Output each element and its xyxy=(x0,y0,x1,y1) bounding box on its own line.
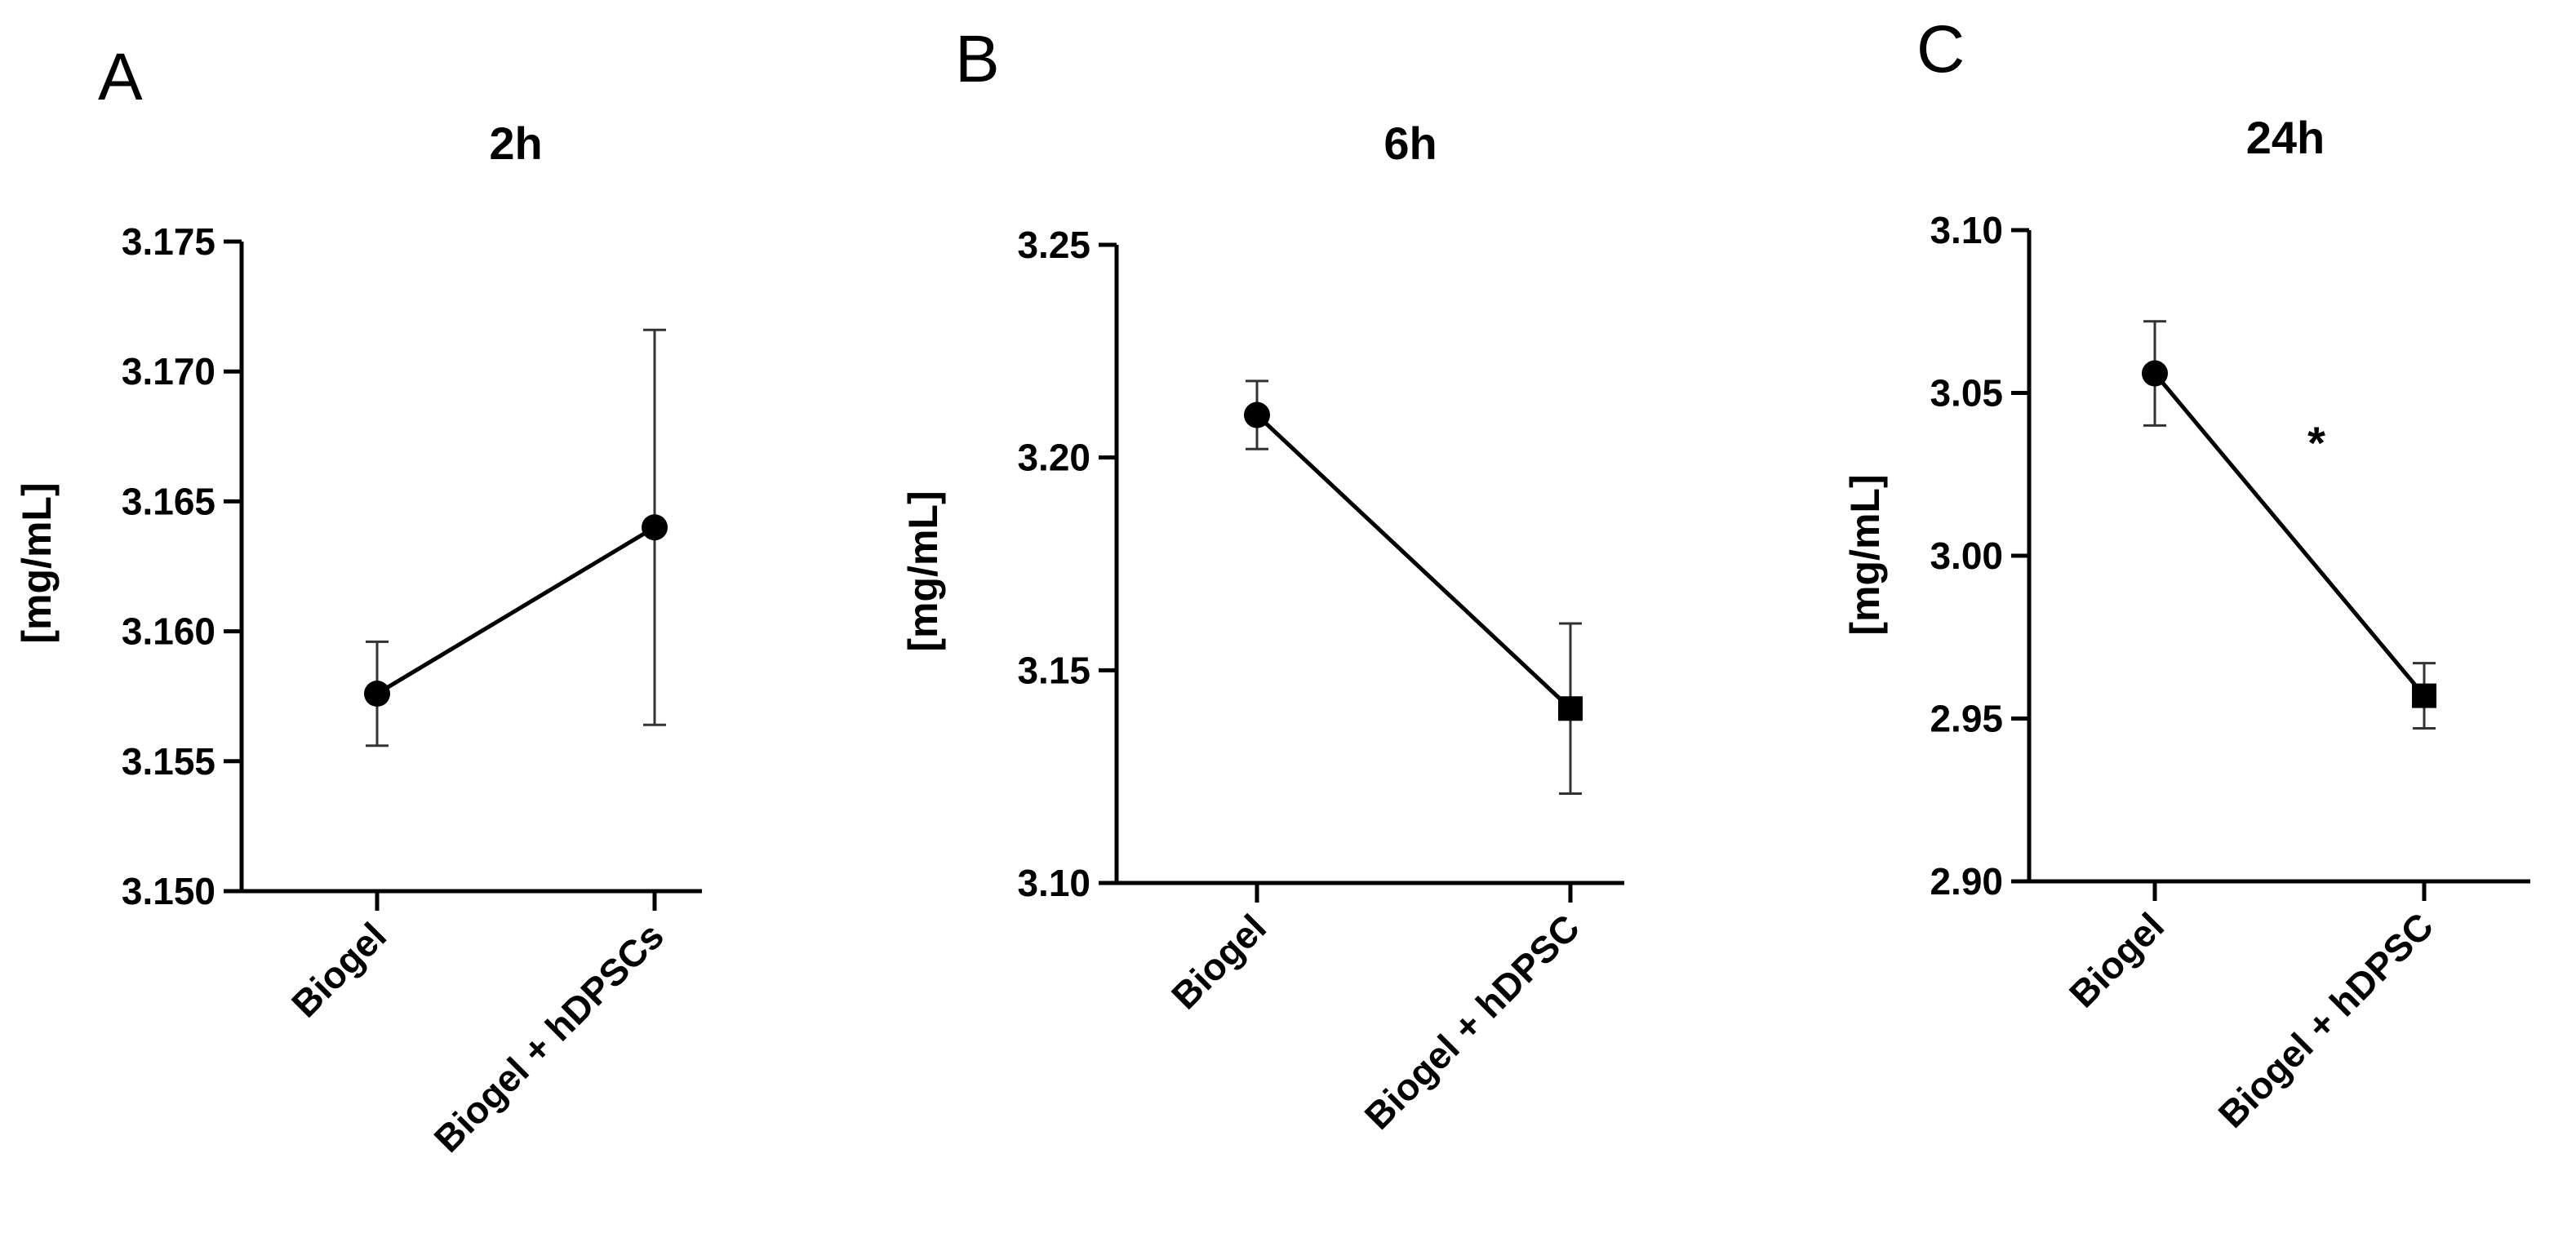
x-tick-label: Biogel + hDPSC xyxy=(1357,906,1588,1137)
plot-area: 3.150 3.155 3.160 3.165 3.170 3.175 Biogel Biog… xyxy=(122,220,702,1160)
data-point-square xyxy=(1558,696,1583,721)
plot-area: 3.10 3.15 3.20 3.25 Biogel Biogel + hDPSC xyxy=(1017,224,1624,1138)
panel-letter: A xyxy=(98,40,143,114)
data-point-square xyxy=(2412,683,2436,708)
significance-marker: * xyxy=(2307,417,2325,468)
data-point-circle xyxy=(2142,360,2168,387)
y-tick-label: 3.160 xyxy=(122,610,215,653)
y-tick-label: 3.175 xyxy=(122,220,215,263)
series-line xyxy=(1255,413,1572,711)
panel-letter: B xyxy=(955,22,1000,96)
y-tick-label: 3.155 xyxy=(122,740,215,783)
y-tick-label: 3.10 xyxy=(1930,209,2003,251)
y-tick-label: 3.25 xyxy=(1017,224,1090,266)
y-tick-label: 3.170 xyxy=(122,350,215,393)
panel-letter: C xyxy=(1916,12,1965,87)
x-tick-label: Biogel xyxy=(1163,906,1274,1017)
x-tick-label: Biogel + hDPSC xyxy=(2210,904,2441,1135)
plot-area: 2.90 2.95 3.00 3.05 3.10 Biogel Biogel + hDPSC… xyxy=(1930,209,2530,1136)
panel-a: A 2h [mg/mL] 3.1503.1553.1603.1653.1703.… xyxy=(14,40,702,1160)
chart-title: 24h xyxy=(2246,112,2325,163)
y-tick-label: 3.00 xyxy=(1930,535,2003,577)
y-axis-label: [mg/mL] xyxy=(900,490,946,651)
y-tick-label: 3.10 xyxy=(1017,862,1090,904)
data-point-circle xyxy=(642,514,668,541)
x-tick-label: Biogel xyxy=(2061,904,2172,1015)
chart-title: 6h xyxy=(1383,118,1437,169)
x-tick-label: Biogel + hDPSCs xyxy=(426,914,673,1160)
y-tick-label: 2.90 xyxy=(1930,860,2003,903)
panel-b: B 6h [mg/mL] 3.10 3.15 3.20 3.25 Biogel Bioge… xyxy=(900,22,1624,1138)
data-point-circle xyxy=(1244,402,1270,428)
y-axis-label: [mg/mL] xyxy=(14,482,60,643)
y-tick-label: 3.20 xyxy=(1017,437,1090,479)
y-tick-label: 3.165 xyxy=(122,480,215,522)
y-tick-label: 3.05 xyxy=(1930,372,2003,415)
series-line xyxy=(375,526,656,696)
series-line xyxy=(2153,371,2426,698)
panel-c: C 24h [mg/mL] 2.90 2.95 3.00 3.05 3.10 Biogel… xyxy=(1842,12,2530,1136)
y-tick-label: 2.95 xyxy=(1930,698,2003,740)
y-axis-label: [mg/mL] xyxy=(1842,474,1888,635)
y-tick-label: 3.15 xyxy=(1017,649,1090,691)
chart-title: 2h xyxy=(489,118,542,169)
y-tick-label: 3.150 xyxy=(122,870,215,912)
data-point-circle xyxy=(364,681,390,708)
x-tick-label: Biogel xyxy=(283,914,394,1025)
